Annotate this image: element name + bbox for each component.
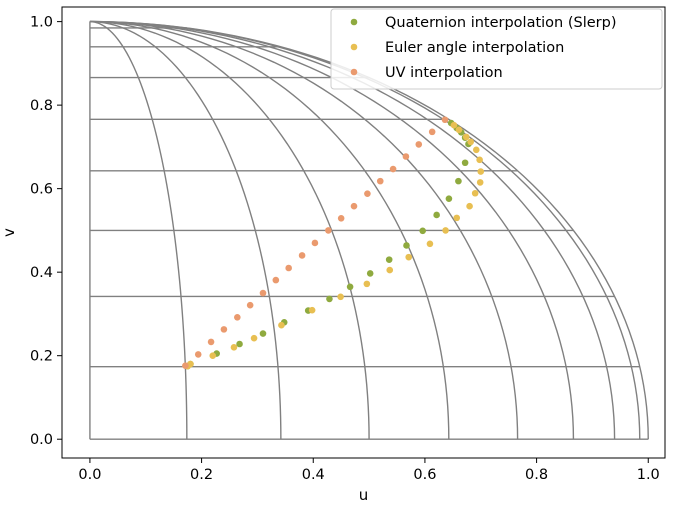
mesh-meridian-0 <box>89 20 188 440</box>
series-2-point-3 <box>220 326 228 333</box>
series-1-point-13 <box>453 214 461 222</box>
series-1-point-22 <box>455 126 463 134</box>
series-0-point-7 <box>326 295 333 303</box>
y-axis-label: v <box>0 228 18 237</box>
axes-frame <box>61 6 666 459</box>
legend-marker-1 <box>350 43 358 51</box>
series-1-point-9 <box>386 266 394 274</box>
series-2-point-18 <box>415 141 423 148</box>
series-0-point-16 <box>461 159 469 167</box>
series-2-point-15 <box>376 177 384 185</box>
y-tick-label-5: 1.0 <box>30 15 53 31</box>
y-tick-label-3: 0.6 <box>30 182 53 198</box>
x-tick-label-5: 1.0 <box>637 467 660 483</box>
legend-label-0: Quaternion interpolation (Slerp) <box>385 15 616 31</box>
mesh-meridian-5 <box>89 20 575 440</box>
series-0-point-9 <box>366 270 374 277</box>
series-2-point-9 <box>298 252 306 259</box>
y-tick-label-1: 0.2 <box>30 349 53 365</box>
series-2-point-17 <box>402 153 410 160</box>
series-2-point-2 <box>207 338 215 346</box>
series-1-point-11 <box>426 240 434 248</box>
series-0-point-13 <box>433 211 440 219</box>
series-1-point-2 <box>209 352 217 359</box>
series-1-point-1 <box>187 360 194 368</box>
series-1-point-12 <box>442 227 449 234</box>
x-tick-label-1: 0.2 <box>190 467 213 483</box>
series-1-point-4 <box>250 334 258 342</box>
legend-box <box>330 8 663 90</box>
series-0-point-12 <box>419 227 426 235</box>
series-1-point-6 <box>308 306 316 314</box>
mesh-meridian-1 <box>89 20 282 440</box>
series-1-point-17 <box>477 168 485 175</box>
legend-marker-2 <box>350 68 358 76</box>
series-2-point-6 <box>259 289 267 297</box>
y-tick-label-2: 0.4 <box>30 265 53 281</box>
legend-marker-0 <box>350 18 358 26</box>
legend: Quaternion interpolation (Slerp) Euler an… <box>330 8 663 90</box>
mesh-meridian-3 <box>89 20 450 440</box>
series-2-point-4 <box>234 313 241 321</box>
series-1-point-8 <box>363 280 371 288</box>
sphere-grid <box>89 20 649 440</box>
series-2-point-16 <box>389 165 397 173</box>
series-1-point-7 <box>337 293 344 301</box>
x-tick-label-4: 0.8 <box>525 467 548 483</box>
series-0-point-14 <box>445 195 453 202</box>
series-0-point-4 <box>259 330 267 337</box>
series-0-point-8 <box>346 283 354 291</box>
series-1-point-19 <box>472 146 480 154</box>
x-tick-label-2: 0.4 <box>302 467 325 483</box>
mesh-meridian-2 <box>89 20 370 440</box>
series-2-point-10 <box>311 239 319 247</box>
series-1-point-10 <box>405 253 413 261</box>
series-2-point-7 <box>272 276 280 284</box>
x-axis-ticks: 0.0 0.2 0.4 0.6 0.8 1.0 <box>78 458 660 483</box>
series-1-point-20 <box>467 138 475 146</box>
series-2-point-14 <box>364 190 371 197</box>
mesh-meridian-6 <box>89 20 616 440</box>
series-0-point-10 <box>385 256 393 263</box>
legend-label-2: UV interpolation <box>385 65 503 81</box>
y-tick-label-4: 0.8 <box>30 98 53 114</box>
mesh-meridian-4 <box>89 20 519 440</box>
y-axis-ticks: 0.0 0.2 0.4 0.6 0.8 1.0 <box>30 15 62 448</box>
series-1-point-15 <box>471 189 479 197</box>
series-2-point-0 <box>182 362 189 370</box>
mesh-meridian-8 <box>89 20 649 440</box>
series-2-point-13 <box>350 202 358 210</box>
series-1-point-23 <box>450 121 458 129</box>
series-1-point-21 <box>462 133 470 141</box>
series-1-point-14 <box>466 202 473 210</box>
x-tick-label-3: 0.6 <box>413 467 436 483</box>
series-0-point-11 <box>403 242 410 249</box>
series-1-point-16 <box>476 179 484 186</box>
series-2-point-12 <box>337 215 345 222</box>
series-2-point-1 <box>194 351 202 358</box>
x-tick-label-0: 0.0 <box>78 467 101 483</box>
series-1-point-18 <box>476 156 483 164</box>
legend-label-1: Euler angle interpolation <box>385 40 564 56</box>
series-2-point-8 <box>285 264 292 272</box>
series-2-point-20 <box>441 116 449 124</box>
x-axis-label: u <box>359 486 369 504</box>
series-2-point-5 <box>246 301 254 309</box>
series-0-point-3 <box>236 340 243 348</box>
series-1-point-3 <box>230 344 238 351</box>
series-0-point-15 <box>455 177 462 185</box>
y-tick-label-0: 0.0 <box>30 432 53 448</box>
series-1-point-5 <box>278 321 285 329</box>
series-2-point-11 <box>325 227 332 234</box>
series-2-point-19 <box>428 128 436 136</box>
data-points <box>182 116 485 370</box>
